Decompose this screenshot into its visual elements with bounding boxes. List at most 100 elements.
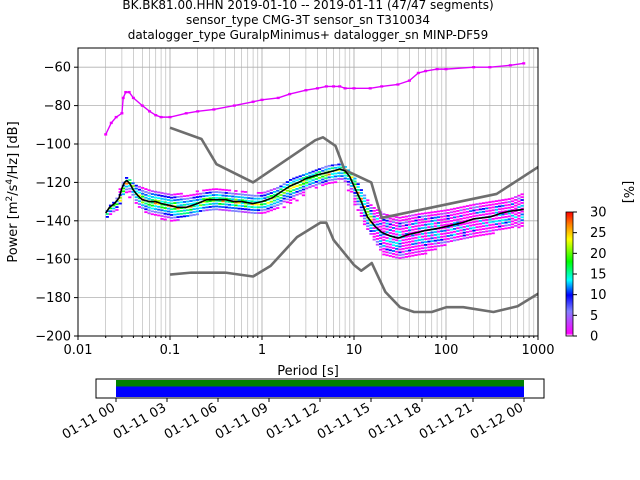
density-cell xyxy=(498,225,502,228)
grid-lines xyxy=(77,48,538,337)
density-cell xyxy=(478,202,482,205)
density-cell xyxy=(414,248,418,251)
density-cell xyxy=(276,201,280,204)
density-cell xyxy=(494,220,499,223)
density-cell xyxy=(166,196,171,198)
density-cell xyxy=(269,195,273,197)
density-cell xyxy=(385,219,389,222)
density-cell xyxy=(237,199,241,201)
density-cell xyxy=(150,213,154,216)
density-cell xyxy=(494,228,499,231)
density-cell xyxy=(205,197,209,200)
density-cell xyxy=(379,228,383,231)
density-cell xyxy=(141,201,145,204)
density-cell xyxy=(343,171,347,174)
density-cell xyxy=(465,233,470,236)
density-cell xyxy=(517,203,521,206)
density-cell xyxy=(334,166,338,169)
density-cell xyxy=(150,201,154,204)
density-cell xyxy=(321,184,325,187)
timeline-tick-label: 01-12 00 xyxy=(468,400,526,442)
density-cell xyxy=(195,196,199,198)
density-cell xyxy=(163,215,167,218)
density-cell xyxy=(112,210,116,213)
density-cell xyxy=(186,212,190,214)
density-cell xyxy=(359,194,363,197)
density-cell xyxy=(407,249,412,252)
density-cell xyxy=(137,206,142,208)
density-cell xyxy=(411,220,415,223)
timeline-tick-label: 01-11 03 xyxy=(111,400,169,442)
density-cell xyxy=(433,216,437,219)
density-cell xyxy=(514,216,518,219)
density-cell xyxy=(498,208,502,211)
density-cell xyxy=(221,209,225,211)
density-cell xyxy=(436,216,441,219)
density-cell xyxy=(475,234,479,237)
density-cell xyxy=(488,212,492,215)
density-cell xyxy=(510,214,515,217)
density-cell xyxy=(141,207,145,210)
density-cell xyxy=(510,217,515,220)
density-cell xyxy=(517,200,521,203)
density-cell xyxy=(163,218,167,221)
density-cell xyxy=(375,226,380,229)
density-cell xyxy=(131,193,135,196)
density-cell xyxy=(485,213,489,216)
density-cell xyxy=(182,203,187,206)
density-cell xyxy=(494,205,499,208)
density-cell xyxy=(215,196,219,199)
density-cell xyxy=(350,185,354,187)
density-cell xyxy=(266,210,270,213)
density-cell xyxy=(488,232,492,235)
density-cell xyxy=(218,208,222,211)
density-cell xyxy=(115,209,119,211)
density-cell xyxy=(382,250,386,253)
density-cell xyxy=(501,210,505,213)
density-cell xyxy=(279,202,283,205)
density-cell xyxy=(385,222,389,225)
density-cell xyxy=(507,209,511,212)
density-cell xyxy=(472,206,476,209)
density-cell xyxy=(227,209,232,212)
density-cell xyxy=(108,207,113,210)
density-cell xyxy=(163,209,167,212)
density-cell xyxy=(153,202,158,205)
density-cell xyxy=(215,188,219,191)
density-cell xyxy=(481,225,486,228)
density-cell xyxy=(134,199,138,201)
density-cell xyxy=(211,205,216,208)
density-cell xyxy=(176,219,180,221)
density-cell xyxy=(449,217,454,219)
density-cell xyxy=(147,192,151,195)
density-cell xyxy=(211,194,216,196)
density-cell xyxy=(398,234,402,236)
density-cell xyxy=(305,181,309,184)
density-cell xyxy=(350,187,354,190)
density-cell xyxy=(234,198,238,201)
density-cell xyxy=(192,205,196,208)
density-cell xyxy=(369,224,373,227)
density-cell xyxy=(308,186,312,189)
density-cell xyxy=(359,209,363,212)
density-cell xyxy=(240,205,244,207)
density-cell xyxy=(182,195,187,198)
density-cell xyxy=(459,226,463,229)
density-cell xyxy=(327,167,331,170)
density-cell xyxy=(417,239,421,241)
density-cell xyxy=(260,203,264,206)
density-cell xyxy=(205,206,209,209)
density-cell xyxy=(514,204,518,207)
density-cell xyxy=(253,206,257,209)
density-cell xyxy=(327,164,331,167)
density-cell xyxy=(369,227,373,230)
density-cell xyxy=(456,238,460,241)
density-cell xyxy=(462,234,466,237)
density-cell xyxy=(170,216,174,219)
density-cell xyxy=(472,215,476,218)
density-cell xyxy=(498,205,502,208)
density-cell xyxy=(105,216,109,218)
density-cell xyxy=(186,203,190,206)
